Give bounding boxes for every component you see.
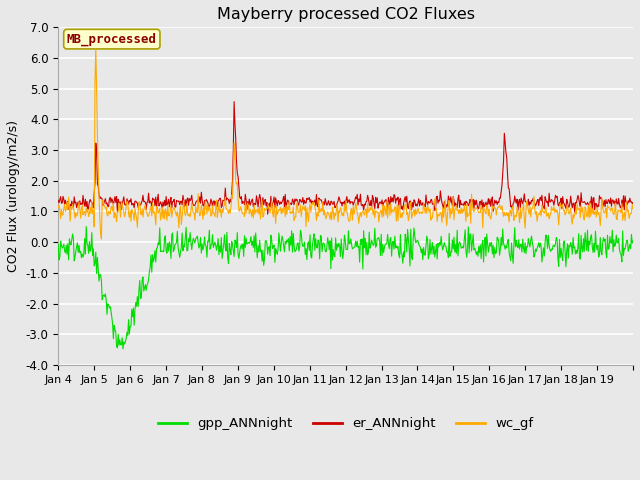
Legend: gpp_ANNnight, er_ANNnight, wc_gf: gpp_ANNnight, er_ANNnight, wc_gf: [153, 412, 538, 436]
Y-axis label: CO2 Flux (urology/m2/s): CO2 Flux (urology/m2/s): [7, 120, 20, 272]
Text: MB_processed: MB_processed: [67, 33, 157, 46]
Title: Mayberry processed CO2 Fluxes: Mayberry processed CO2 Fluxes: [216, 7, 475, 22]
